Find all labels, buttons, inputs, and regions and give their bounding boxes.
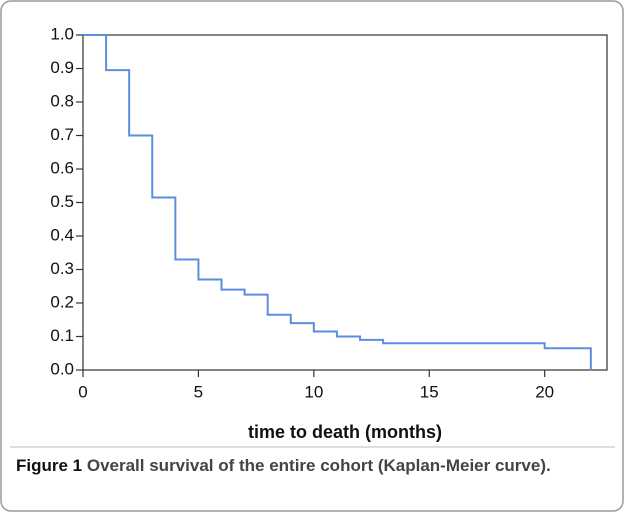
y-tick-label: 0.3 (50, 259, 74, 278)
caption-label: Figure 1 (16, 456, 83, 475)
y-tick-label: 0.9 (50, 58, 74, 77)
caption-text: Overall survival of the entire cohort (K… (86, 456, 551, 475)
caption: Figure 1 Overall survival of the entire … (16, 452, 616, 479)
y-tick-label: 0.4 (50, 225, 74, 244)
x-tick-label: 10 (304, 382, 323, 401)
y-tick-label: 0.2 (50, 292, 74, 311)
y-tick-label: 1.0 (50, 24, 74, 43)
y-tick-label: 0.5 (50, 192, 74, 211)
y-tick-label: 0.8 (50, 91, 74, 110)
x-tick-label: 20 (535, 382, 554, 401)
x-tick-label: 0 (78, 382, 87, 401)
y-tick-label: 0.1 (50, 326, 74, 345)
x-tick-label: 15 (420, 382, 439, 401)
y-tick-label: 0.6 (50, 158, 74, 177)
y-tick-label: 0.7 (50, 125, 74, 144)
survival-curve (83, 34, 592, 370)
y-tick-label: 0.0 (50, 359, 74, 378)
caption-box: Figure 1 Overall survival of the entire … (16, 452, 616, 479)
x-axis-title: time to death (months) (248, 422, 442, 442)
x-tick-label: 5 (194, 382, 203, 401)
